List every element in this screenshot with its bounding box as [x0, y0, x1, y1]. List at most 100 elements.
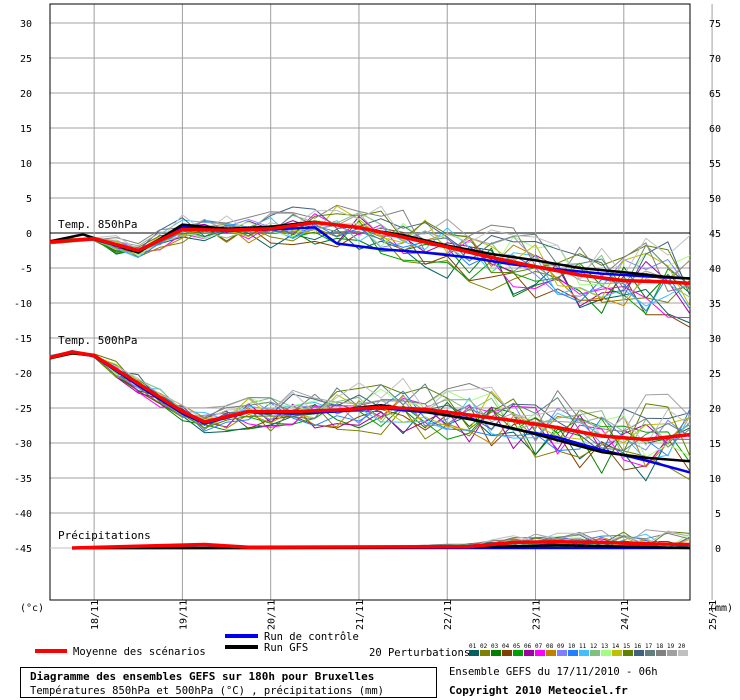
labels-layer: Temp. 850hPa Temp. 500hPa Précipitations…: [20, 218, 733, 614]
left-tick-label: -25: [14, 404, 32, 415]
perturbation-swatch: [524, 650, 534, 656]
perturbation-id-label: 10: [568, 643, 576, 650]
perturbation-swatch: [557, 650, 567, 656]
copyright: Copyright 2010 Meteociel.fr: [449, 684, 628, 697]
right-axis-unit: (mm): [709, 603, 733, 614]
perturbation-line: [49, 213, 691, 289]
left-tick-label: 10: [20, 159, 32, 170]
left-tick-label: -20: [14, 369, 32, 380]
perturbation-id-label: 20: [678, 643, 686, 650]
date-tick-label: 22/11: [443, 600, 454, 630]
perturbation-id-label: 03: [491, 643, 499, 650]
perturbation-id-label: 04: [502, 643, 510, 650]
perturbation-swatch: [656, 650, 666, 656]
right-tick-label: 20: [709, 404, 721, 415]
plot-frame: [49, 3, 691, 601]
legend-gfs-label: Run GFS: [264, 642, 308, 654]
date-tick-label: 24/11: [620, 600, 631, 630]
panel-label-500: Temp. 500hPa: [58, 334, 137, 347]
right-tick-label: 35: [709, 299, 721, 310]
perturbation-line: [49, 204, 691, 292]
perturbation-id-label: 07: [535, 643, 543, 650]
perturbation-swatch: [667, 650, 677, 656]
series-layer: [49, 204, 691, 550]
mean-line: [49, 350, 691, 442]
left-tick-label: -40: [14, 509, 32, 520]
perturbation-swatch: [579, 650, 589, 656]
right-tick-label: 10: [709, 474, 721, 485]
perturbation-swatch: [491, 650, 501, 656]
legend-mean-label: Moyenne des scénarios: [73, 646, 206, 658]
perturbation-id-label: 17: [645, 643, 653, 650]
perturbation-id-label: 14: [612, 643, 620, 650]
perturbation-swatch: [590, 650, 600, 656]
perturbation-id-label: 19: [667, 643, 675, 650]
perturbation-swatches: 01 02 03 04 05 06 07 08 09 10 11 12 13 14 15 16 17 18 19 20: [469, 643, 688, 656]
right-tick-label: 75: [709, 19, 721, 30]
left-axis-unit: (°c): [20, 603, 44, 614]
grid-layer: [50, 4, 713, 600]
perturbation-swatch: [634, 650, 644, 656]
perturbation-line: [49, 351, 691, 481]
right-tick-label: 65: [709, 89, 721, 100]
perturbation-swatch: [612, 650, 622, 656]
right-tick-label: 25: [709, 369, 721, 380]
perturbation-id-label: 06: [524, 643, 532, 650]
perturbation-id-label: 01: [469, 643, 477, 650]
legend: Moyenne des scénarios Run de contrôle Ru…: [35, 631, 688, 659]
left-tick-label: -35: [14, 474, 32, 485]
perturbation-swatch: [469, 650, 479, 656]
legend-control-label: Run de contrôle: [264, 631, 359, 643]
left-tick-label: 25: [20, 54, 32, 65]
perturbation-swatch: [678, 650, 688, 656]
perturbation-swatch: [535, 650, 545, 656]
perturbation-swatch: [502, 650, 512, 656]
perturbation-id-label: 09: [557, 643, 565, 650]
left-tick-label: -15: [14, 334, 32, 345]
perturbation-id-label: 02: [480, 643, 488, 650]
perturbation-id-label: 05: [513, 643, 521, 650]
left-tick-label: 30: [20, 19, 32, 30]
date-tick-label: 19/11: [178, 600, 189, 630]
perturbation-id-label: 12: [590, 643, 598, 650]
perturbation-swatch: [568, 650, 578, 656]
panel-label-850: Temp. 850hPa: [58, 218, 137, 231]
perturbation-id-label: 13: [601, 643, 609, 650]
mean-line: [49, 220, 691, 286]
perturbation-swatch: [513, 650, 523, 656]
perturbation-line: [49, 353, 691, 472]
perturbation-swatch: [480, 650, 490, 656]
date-tick-label: 20/11: [267, 600, 278, 630]
right-tick-label: 40: [709, 264, 721, 275]
perturbation-id-label: 16: [634, 643, 642, 650]
right-tick-label: 45: [709, 229, 721, 240]
perturbation-id-label: 11: [579, 643, 587, 650]
perturbation-line: [49, 353, 691, 457]
perturbation-id-label: 18: [656, 643, 664, 650]
perturbation-line: [49, 350, 691, 461]
perturbation-line: [49, 350, 691, 453]
left-tick-label: 15: [20, 124, 32, 135]
right-tick-label: 0: [715, 544, 721, 555]
date-tick-label: 25/11: [708, 600, 719, 630]
left-tick-label: -45: [14, 544, 32, 555]
date-tick-label: 23/11: [532, 600, 543, 630]
date-tick-label: 21/11: [355, 600, 366, 630]
legend-perturbations-label: 20 Perturbations: [369, 647, 470, 659]
caption-box: Diagramme des ensembles GEFS sur 180h po…: [20, 667, 437, 698]
left-tick-label: -30: [14, 439, 32, 450]
left-tick-label: 5: [26, 194, 32, 205]
right-tick-label: 55: [709, 159, 721, 170]
chart-subtitle: Températures 850hPa et 500hPa (°C) , pré…: [30, 685, 385, 697]
left-tick-label: -5: [20, 264, 32, 275]
perturbation-swatch: [601, 650, 611, 656]
right-tick-label: 5: [715, 509, 721, 520]
right-tick-label: 15: [709, 439, 721, 450]
perturbation-line: [49, 212, 691, 284]
perturbation-line: [49, 351, 691, 446]
perturbation-id-label: 08: [546, 643, 554, 650]
perturbation-swatch: [623, 650, 633, 656]
left-tick-label: 0: [26, 229, 32, 240]
chart-title: Diagramme des ensembles GEFS sur 180h po…: [30, 670, 375, 683]
